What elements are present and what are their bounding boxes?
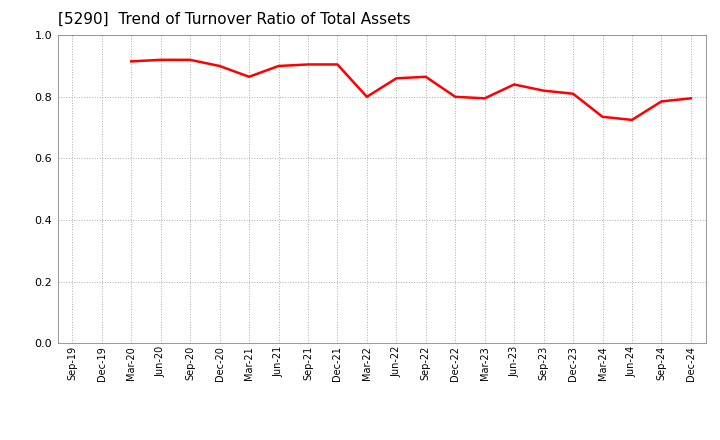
- Text: [5290]  Trend of Turnover Ratio of Total Assets: [5290] Trend of Turnover Ratio of Total …: [58, 12, 410, 27]
